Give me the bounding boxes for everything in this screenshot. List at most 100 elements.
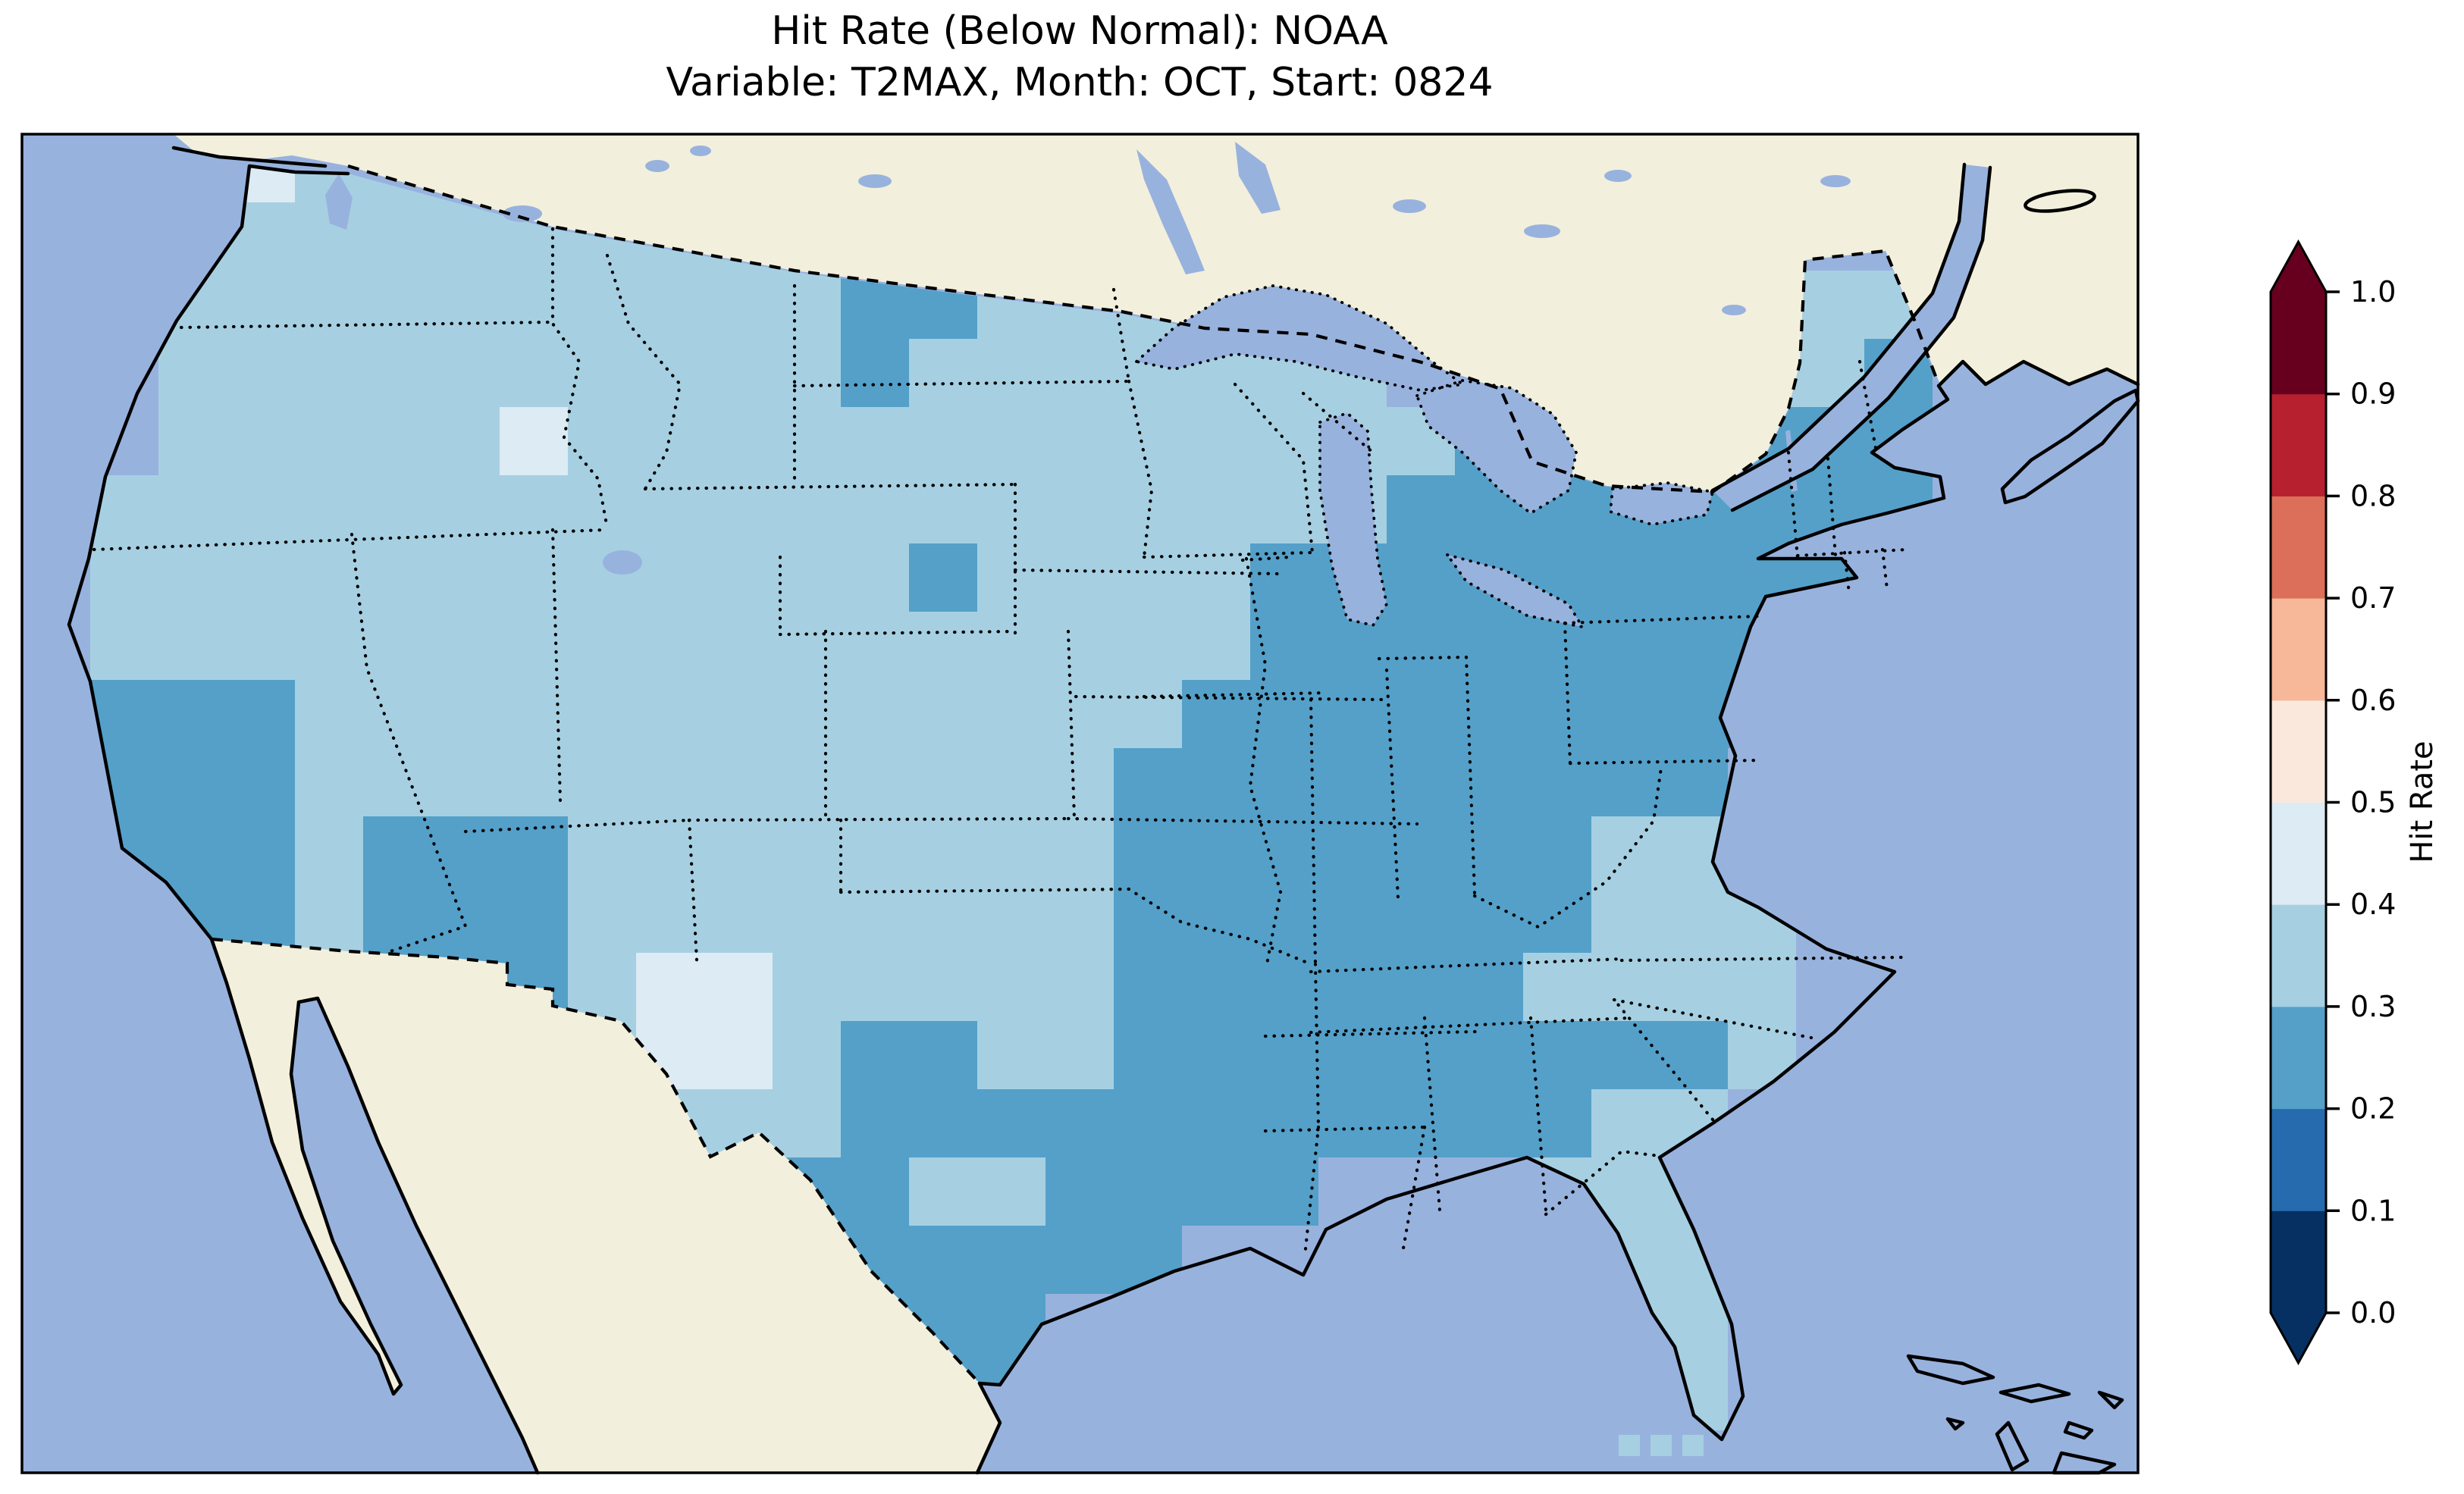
- hit-rate-cell: [158, 816, 227, 885]
- hit-rate-cell: [773, 748, 841, 816]
- colorbar-segment: [2271, 393, 2326, 496]
- hit-rate-cell: [431, 885, 500, 953]
- hit-rate-cell: [1250, 1021, 1318, 1089]
- bahamas-island: [1998, 1383, 2071, 1404]
- map-frame: [20, 133, 2140, 1474]
- hit-rate-cell: [1591, 1089, 1660, 1157]
- hit-rate-cell: [977, 612, 1045, 680]
- chart-title: Hit Rate (Below Normal): NOAA: [771, 8, 1388, 54]
- colorbar-tick-label: 0.7: [2350, 581, 2396, 615]
- colorbar-tick-label: 0.2: [2350, 1092, 2396, 1126]
- colorbar-tick-label: 0.9: [2350, 377, 2396, 411]
- hit-rate-cell: [1114, 407, 1182, 475]
- hit-rate-cell: [1318, 680, 1387, 748]
- hit-rate-cell: [1182, 680, 1250, 748]
- hit-rate-cell: [704, 271, 773, 339]
- hit-rate-cell: [158, 680, 227, 748]
- hit-rate-cell: [500, 543, 568, 612]
- hit-rate-cell: [704, 612, 773, 680]
- colorbar-arrow-over: [2271, 242, 2326, 292]
- hit-rate-cell: [1318, 748, 1387, 816]
- hit-rate-cell: [1591, 1021, 1660, 1089]
- hit-rate-cell: [568, 475, 636, 543]
- great-salt-lake: [603, 550, 642, 575]
- hit-rate-cell: [1045, 339, 1114, 407]
- hit-rate-cell: [1045, 953, 1114, 1021]
- hit-rate-cell: [295, 271, 363, 339]
- colorbar-tick-label: 0.1: [2350, 1194, 2396, 1227]
- hit-rate-cell: [773, 816, 841, 885]
- hit-rate-cell: [227, 543, 295, 612]
- hit-rate-cell: [1045, 885, 1114, 953]
- hit-rate-cell: [1045, 612, 1114, 680]
- us-pacific-coastline: [67, 164, 350, 941]
- hit-rate-cell: [636, 271, 704, 339]
- hit-rate-cell: [773, 680, 841, 748]
- hit-rate-cell: [636, 543, 704, 612]
- colorbar-segment: [2271, 904, 2326, 1007]
- lake-champlain: [1785, 430, 1798, 492]
- hit-rate-cell: [704, 680, 773, 748]
- hit-rate-cell: [568, 339, 636, 407]
- hit-rate-cell: [977, 1089, 1045, 1157]
- hit-rate-cell: [227, 475, 295, 543]
- hit-rate-cell: [704, 748, 773, 816]
- hit-rate-cell: [977, 885, 1045, 953]
- hit-rate-cell: [158, 748, 227, 816]
- hit-rate-cell: [1250, 816, 1318, 885]
- hit-rate-cell: [363, 816, 431, 885]
- hit-rate-cell: [977, 680, 1045, 748]
- hit-rate-cell: [1114, 1021, 1182, 1089]
- hit-rate-cell: [1182, 1157, 1250, 1226]
- hit-rate-cell: [363, 680, 431, 748]
- hit-rate-cell: [1045, 475, 1114, 543]
- hit-rate-cell: [977, 748, 1045, 816]
- hit-rate-cell: [1250, 953, 1318, 1021]
- hit-rate-cell: [636, 680, 704, 748]
- hit-rate-cell: [1114, 816, 1182, 885]
- hit-rate-cell: [363, 612, 431, 680]
- hit-rate-cell: [977, 407, 1045, 475]
- hit-rate-cell: [909, 953, 977, 1021]
- hit-rate-cell: [1387, 1089, 1455, 1157]
- colorbar-segment: [2271, 1211, 2326, 1314]
- hit-rate-cell: [704, 953, 773, 1021]
- hit-rate-cell: [909, 680, 977, 748]
- chart-subtitle: Variable: T2MAX, Month: OCT, Start: 0824: [666, 60, 1493, 105]
- hit-rate-cell: [227, 339, 295, 407]
- hit-rate-cell: [227, 816, 295, 885]
- hit-rate-cell: [841, 953, 909, 1021]
- hit-rate-cell: [1250, 1157, 1318, 1226]
- hit-rate-cell: [1660, 1021, 1728, 1089]
- hit-rate-cell: [773, 885, 841, 953]
- bahamas-island: [2097, 1390, 2124, 1410]
- hit-rate-cell: [1591, 953, 1660, 1021]
- hit-rate-cell: [977, 1021, 1045, 1089]
- offshore-hit-rate-cell: [1682, 1435, 1704, 1456]
- hit-rate-cell: [977, 953, 1045, 1021]
- hit-rate-cell: [1045, 1089, 1114, 1157]
- hit-rate-cell: [90, 543, 158, 612]
- hit-rate-cell: [227, 748, 295, 816]
- hit-rate-cell: [1318, 612, 1387, 680]
- hit-rate-cell: [977, 543, 1045, 612]
- hit-rate-cell: [90, 612, 158, 680]
- hit-rate-cell: [1387, 816, 1455, 885]
- bahamas-island: [2063, 1420, 2094, 1440]
- hit-rate-cell: [841, 680, 909, 748]
- hit-rate-cell: [295, 885, 363, 953]
- hit-rate-cell: [1660, 748, 1728, 816]
- hit-rate-cell: [568, 407, 636, 475]
- us-atlantic-gulf-coastline: [977, 384, 1950, 1442]
- hit-rate-cell: [704, 885, 773, 953]
- hit-rate-cell: [841, 748, 909, 816]
- hit-rate-cell: [1182, 748, 1250, 816]
- canada-coastline: [171, 146, 2140, 512]
- hit-rate-cell: [1114, 543, 1182, 612]
- colorbar-segment: [2271, 1108, 2326, 1211]
- mexico-border: [211, 937, 981, 1385]
- colorbar-tick-label: 0.4: [2350, 888, 2396, 921]
- hit-rate-cell: [363, 339, 431, 407]
- hit-rate-cell: [431, 680, 500, 748]
